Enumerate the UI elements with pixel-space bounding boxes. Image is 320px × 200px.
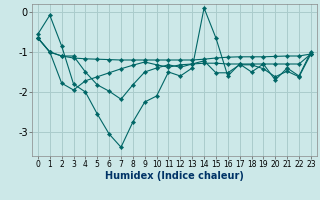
X-axis label: Humidex (Indice chaleur): Humidex (Indice chaleur) bbox=[105, 171, 244, 181]
